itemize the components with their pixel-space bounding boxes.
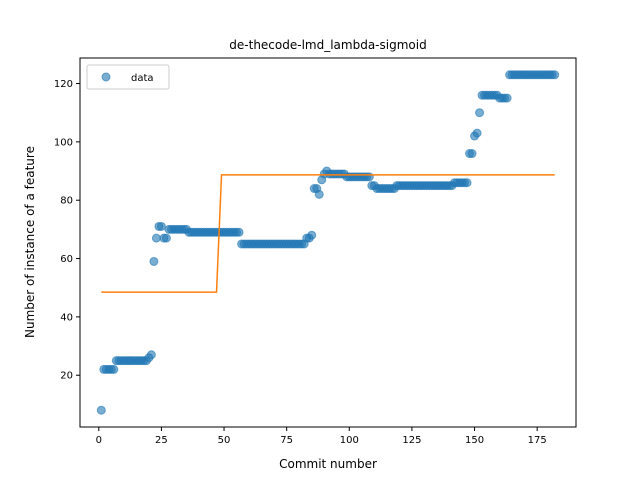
axes: 0 25 50 75 100 125 150 175 20 40 60 80 100 120 [54, 79, 547, 446]
x-tick-label: 150 [465, 435, 484, 446]
data-point [550, 70, 560, 80]
y-tick-label: 20 [60, 371, 73, 382]
plot-frame [79, 57, 577, 428]
x-tick-label: 100 [340, 435, 359, 446]
legend: data [86, 64, 170, 90]
data-point [502, 93, 512, 103]
data-point [462, 178, 472, 188]
data-point [475, 108, 485, 118]
fit-line [101, 174, 555, 293]
data-point [146, 350, 156, 360]
data-point [151, 233, 161, 243]
y-tick-label: 120 [54, 79, 73, 90]
data-point [472, 128, 482, 138]
data-point [161, 233, 171, 243]
x-axis-label: Commit number [279, 457, 377, 471]
data-point [467, 149, 477, 159]
data-point [307, 230, 317, 240]
x-tick-label: 125 [402, 435, 421, 446]
y-tick-label: 60 [60, 254, 73, 265]
x-tick-label: 0 [96, 435, 102, 446]
x-tick-label: 25 [155, 435, 168, 446]
data-point [364, 172, 374, 182]
y-tick-label: 40 [60, 312, 73, 323]
x-tick-label: 175 [528, 435, 547, 446]
legend-label-data: data [131, 73, 154, 84]
data-point [156, 221, 166, 231]
x-tick-label: 75 [280, 435, 293, 446]
data-point [96, 405, 106, 415]
data-point [234, 227, 244, 237]
data-point [149, 256, 159, 266]
y-axis-label: Number of instance of a feature [23, 146, 37, 338]
y-tick-label: 100 [54, 137, 73, 148]
legend-marker-data [101, 72, 111, 82]
legend-box [86, 64, 170, 90]
data-point [109, 364, 119, 374]
plot-area [96, 70, 560, 415]
series-data [96, 70, 560, 415]
y-tick-label: 80 [60, 196, 73, 207]
chart-title: de-thecode-lmd_lambda-sigmoid [229, 38, 426, 52]
x-tick-label: 50 [218, 435, 231, 446]
data-point [314, 189, 324, 199]
